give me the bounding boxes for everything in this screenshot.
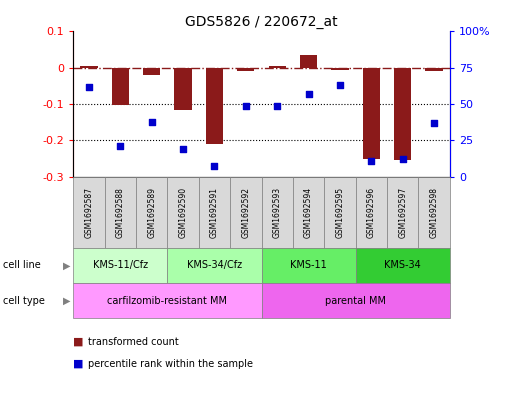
- Text: parental MM: parental MM: [325, 296, 386, 306]
- Point: [367, 158, 376, 164]
- Text: GSM1692590: GSM1692590: [178, 187, 188, 238]
- Text: ▶: ▶: [63, 260, 71, 270]
- Text: GSM1692598: GSM1692598: [429, 187, 439, 238]
- Text: GSM1692595: GSM1692595: [335, 187, 345, 238]
- Text: ▶: ▶: [63, 296, 71, 306]
- Text: cell type: cell type: [3, 296, 44, 306]
- Bar: [268, 66, 286, 68]
- Text: cell line: cell line: [3, 260, 40, 270]
- Bar: [206, 68, 223, 144]
- Text: ■: ■: [73, 337, 84, 347]
- Text: KMS-11: KMS-11: [290, 260, 327, 270]
- Bar: [174, 68, 191, 110]
- Title: GDS5826 / 220672_at: GDS5826 / 220672_at: [185, 15, 338, 29]
- Bar: [81, 66, 97, 68]
- Text: GSM1692597: GSM1692597: [398, 187, 407, 238]
- Point: [304, 91, 313, 97]
- Point: [116, 143, 124, 149]
- Text: GSM1692588: GSM1692588: [116, 187, 125, 238]
- Point: [336, 82, 344, 88]
- Bar: [362, 68, 380, 159]
- Text: transformed count: transformed count: [88, 337, 179, 347]
- Text: KMS-34/Cfz: KMS-34/Cfz: [187, 260, 242, 270]
- Bar: [331, 68, 348, 70]
- Point: [179, 146, 187, 152]
- Text: GSM1692587: GSM1692587: [84, 187, 94, 238]
- Text: KMS-34: KMS-34: [384, 260, 421, 270]
- Bar: [143, 68, 161, 75]
- Point: [85, 84, 93, 90]
- Text: percentile rank within the sample: percentile rank within the sample: [88, 358, 253, 369]
- Bar: [112, 68, 129, 105]
- Text: GSM1692593: GSM1692593: [272, 187, 282, 238]
- Point: [210, 163, 219, 169]
- Bar: [237, 68, 254, 72]
- Point: [147, 118, 156, 125]
- Text: GSM1692596: GSM1692596: [367, 187, 376, 238]
- Bar: [300, 55, 317, 68]
- Point: [399, 156, 407, 163]
- Text: GSM1692589: GSM1692589: [147, 187, 156, 238]
- Text: GSM1692592: GSM1692592: [241, 187, 251, 238]
- Point: [242, 103, 250, 109]
- Bar: [394, 68, 411, 160]
- Point: [273, 103, 281, 109]
- Text: ■: ■: [73, 358, 84, 369]
- Text: KMS-11/Cfz: KMS-11/Cfz: [93, 260, 148, 270]
- Bar: [425, 68, 442, 72]
- Text: GSM1692594: GSM1692594: [304, 187, 313, 238]
- Point: [430, 120, 438, 126]
- Text: GSM1692591: GSM1692591: [210, 187, 219, 238]
- Text: carfilzomib-resistant MM: carfilzomib-resistant MM: [107, 296, 228, 306]
